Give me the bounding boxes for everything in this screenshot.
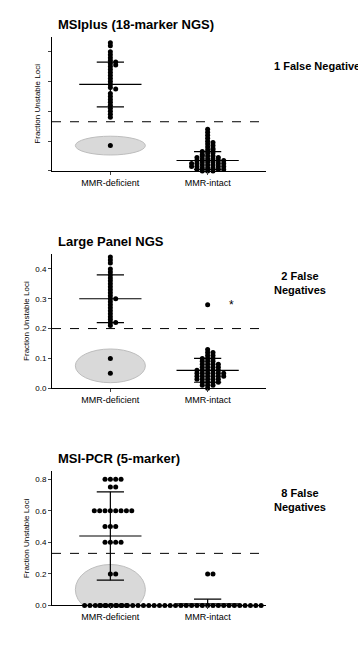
svg-text:MMR-deficient: MMR-deficient [81,178,140,188]
svg-text:MMR-intact: MMR-intact [185,612,232,622]
svg-text:MSI-PCR (5-marker): MSI-PCR (5-marker) [58,451,180,466]
svg-text:0.2: 0.2 [35,570,47,579]
svg-text:Fraction Unstable Loci: Fraction Unstable Loci [22,281,31,361]
svg-text:MMR-deficient: MMR-deficient [81,395,140,405]
svg-text:0.1: 0.1 [35,354,47,363]
svg-text:1 False Negative: 1 False Negative [274,60,358,72]
svg-text:Fraction Unstable Loci: Fraction Unstable Loci [33,64,42,144]
svg-text:0.3: 0.3 [35,295,47,304]
svg-text:0.6: 0.6 [35,507,47,516]
svg-text:2 FalseNegatives: 2 FalseNegatives [274,270,326,296]
svg-text:0.4: 0.4 [35,265,47,274]
svg-text:MSIplus (18-marker NGS): MSIplus (18-marker NGS) [58,17,214,32]
svg-text:MMR-deficient: MMR-deficient [81,612,140,622]
svg-text:0.8: 0.8 [35,475,47,484]
svg-text:0.2: 0.2 [35,324,47,333]
svg-text:0.4: 0.4 [35,538,47,547]
svg-text:MMR-intact: MMR-intact [185,395,232,405]
svg-text:8 FalseNegatives: 8 FalseNegatives [274,487,326,513]
svg-text:*: * [229,298,234,312]
svg-text:MMR-intact: MMR-intact [185,178,232,188]
svg-text:0.0: 0.0 [35,601,47,610]
svg-text:Fraction Unstable Loci: Fraction Unstable Loci [22,498,31,578]
svg-text:0.0: 0.0 [35,384,47,393]
svg-text:Large Panel NGS: Large Panel NGS [58,234,164,249]
